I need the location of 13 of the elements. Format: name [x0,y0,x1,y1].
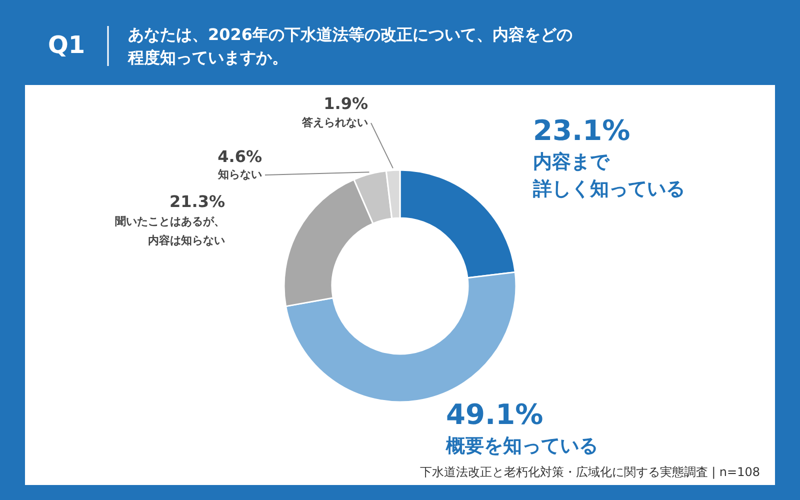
chart-subtitle: あなたは、2026年の下水道法等の改正について、内容をどの程度知っていますか。 [127,25,573,67]
slice-label: 概要を知っている [445,435,598,457]
chart-title: Q1 [48,31,86,59]
data-label: 21.3% [169,192,225,211]
slice-label: 答えられない [301,116,368,129]
slice-label: 内容まで詳しく知っている [532,151,685,200]
data-label: 49.1% [446,398,544,431]
text: 下水道法改正と老朽化対策・広域化に関する実態調査 | n=108 [420,465,760,479]
slice-label: 知らない [217,168,262,181]
data-label: 23.1% [533,114,630,147]
data-label: 4.6% [218,147,262,166]
slice-label: 聞いたことはあるが、内容は知らない [115,215,225,247]
data-label: 1.9% [324,94,368,113]
